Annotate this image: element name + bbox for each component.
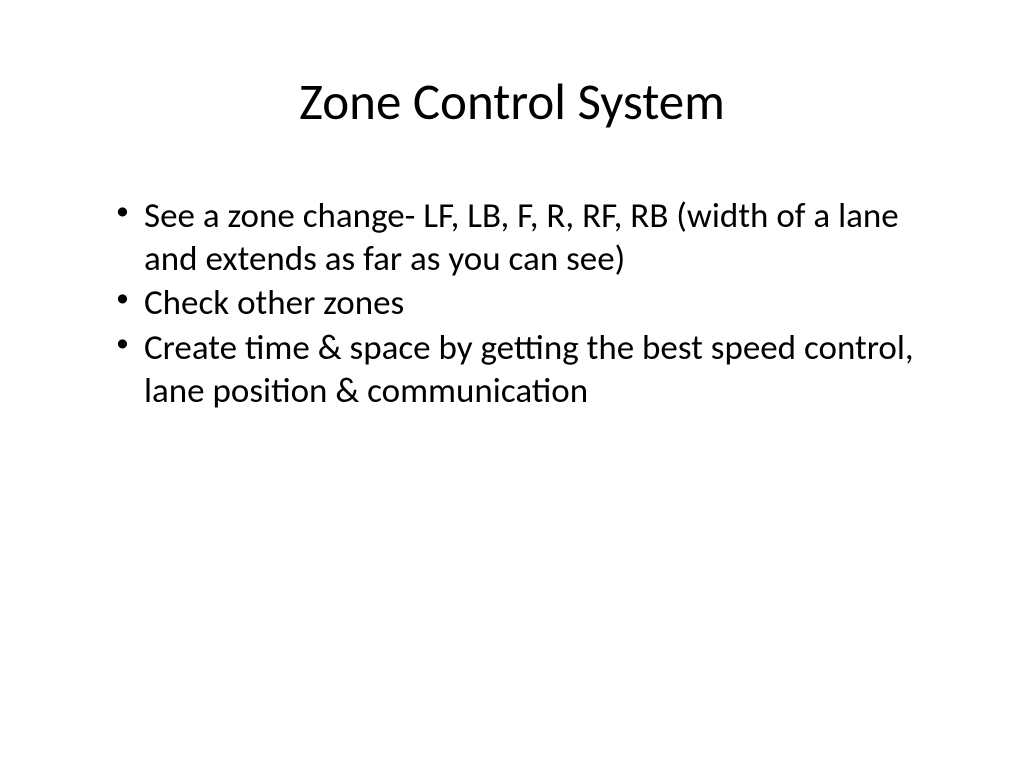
bullet-item: Create time & space by getting the best …: [116, 327, 944, 412]
bullet-item: See a zone change- LF, LB, F, R, RF, RB …: [116, 195, 944, 280]
bullet-item: Check other zones: [116, 282, 944, 325]
slide-title: Zone Control System: [80, 70, 944, 133]
slide-container: Zone Control System See a zone change- L…: [0, 0, 1024, 768]
bullet-list: See a zone change- LF, LB, F, R, RF, RB …: [80, 195, 944, 412]
